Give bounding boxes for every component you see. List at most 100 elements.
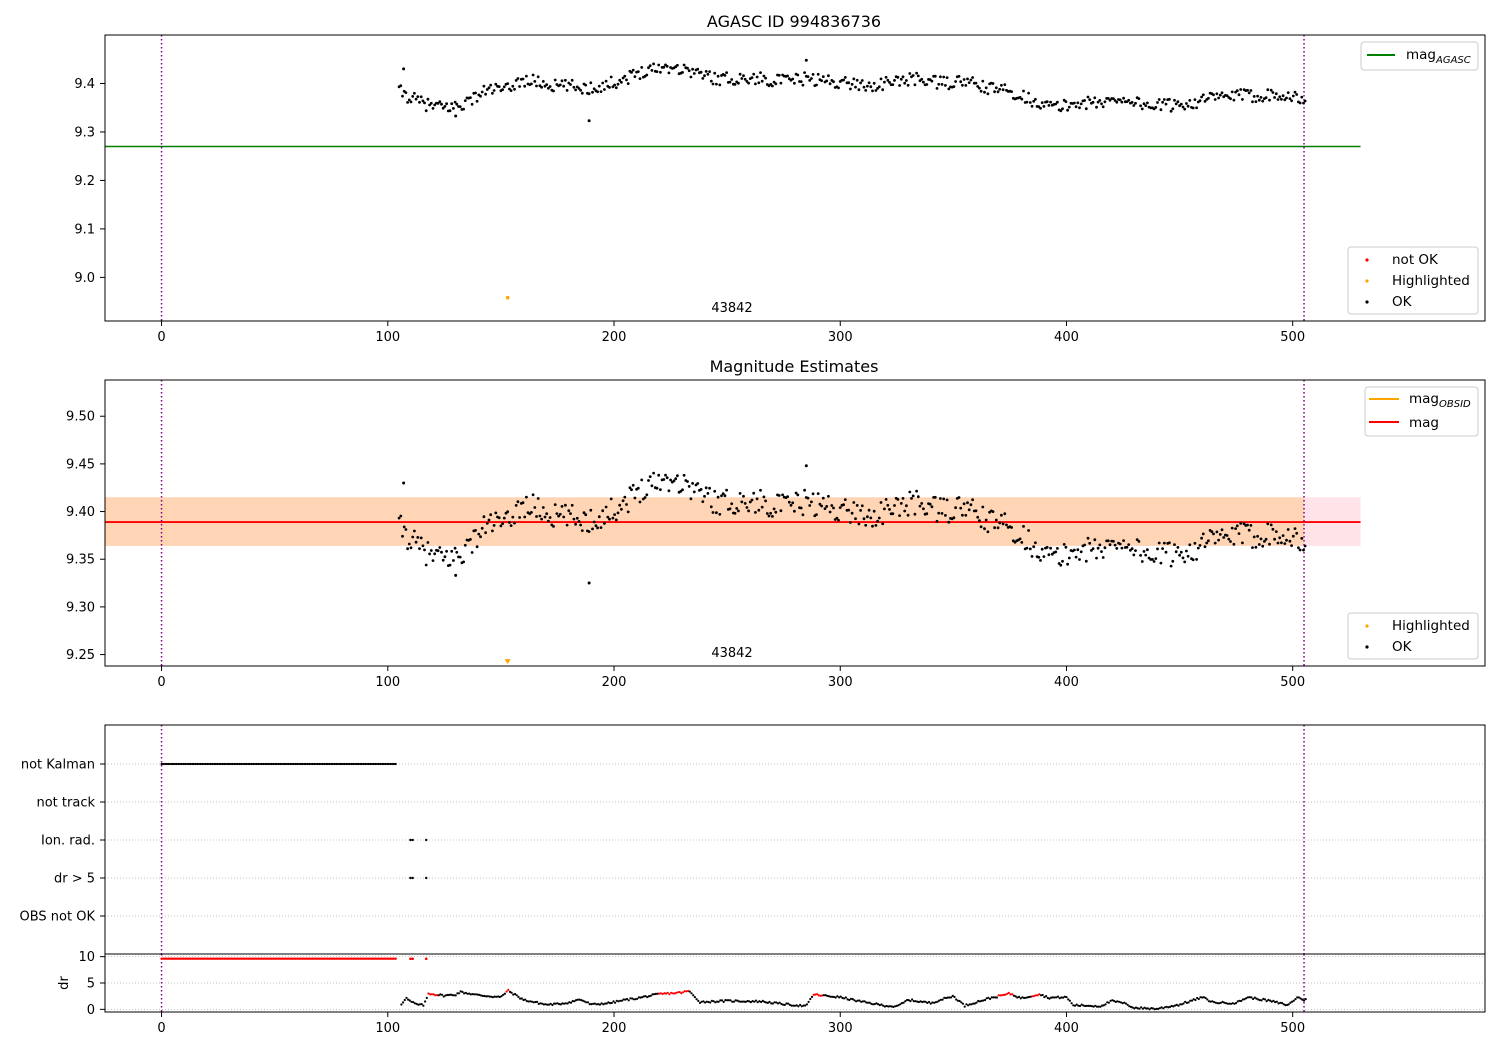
dr-ok-point	[1214, 1001, 1217, 1004]
agasc-ok-point	[570, 78, 574, 82]
dr-ok-point	[890, 1005, 893, 1008]
dr-not-ok-point	[375, 957, 379, 960]
magnitude-ok-point	[594, 524, 598, 528]
dr-not-ok-point	[411, 957, 414, 961]
dr-not-ok-point	[687, 989, 690, 993]
agasc-ok-point	[713, 71, 717, 75]
magnitude-ok-point	[1079, 550, 1083, 554]
agasc-ok-point	[1079, 102, 1083, 106]
dr-ok-point	[1024, 996, 1027, 999]
agasc-ok-point	[1034, 97, 1037, 101]
dr-not-ok-point	[372, 957, 375, 960]
dr-ok-point	[1051, 996, 1054, 999]
dr-not-ok-point	[321, 957, 324, 960]
dr-ok-point	[917, 1000, 921, 1004]
dr-ok-point	[542, 1003, 546, 1006]
agasc-y-tick-label: 9.4	[74, 77, 95, 92]
agasc-ok-point	[820, 79, 823, 82]
agasc-ok-point	[1134, 101, 1137, 105]
magnitude-ok-point	[611, 516, 615, 520]
dr-not-ok-point	[313, 957, 316, 960]
dr-ok-point	[712, 1000, 715, 1003]
dr-ok-point	[688, 990, 691, 993]
magnitude-ok-point	[1291, 534, 1295, 538]
agasc-ok-point	[898, 84, 901, 87]
magnitude-ok-point	[1122, 539, 1125, 542]
dr-ok-point	[1151, 1007, 1155, 1010]
magnitude-ok-point	[1283, 542, 1287, 545]
flag-point	[291, 762, 294, 766]
agasc-x-tick-label: 200	[602, 330, 627, 345]
agasc-ok-point	[502, 85, 506, 89]
dr-not-ok-point	[389, 957, 392, 960]
agasc-ok-point	[850, 82, 854, 86]
dr-ok-point	[641, 996, 644, 999]
magnitude-ok-point	[530, 511, 533, 514]
flag-point	[311, 762, 314, 766]
flag-point	[168, 762, 172, 766]
dr-ok-point	[1055, 996, 1058, 999]
dr-ok-point	[615, 999, 618, 1002]
magnitude-ok-point	[978, 519, 981, 523]
dr-not-ok-point	[355, 957, 358, 960]
dr-ok-point	[586, 1001, 590, 1004]
magnitude-ok-point	[407, 542, 411, 546]
dr-ok-point	[1126, 1003, 1129, 1006]
agasc-ok-point	[611, 85, 615, 89]
dr-ok-point	[495, 995, 498, 998]
magnitude-ok-point	[676, 474, 679, 478]
magnitude-ok-point	[716, 495, 720, 499]
agasc-ok-point	[626, 82, 630, 85]
magnitude-ok-point	[633, 496, 637, 500]
dr-not-ok-point	[658, 992, 661, 995]
magnitude-x-tick-label: 300	[828, 675, 853, 690]
agasc-ok-point	[1142, 102, 1146, 106]
legend-highlighted-label-2: Highlighted	[1392, 618, 1470, 634]
magnitude-ok-point	[1239, 522, 1243, 525]
magnitude-ok-point	[521, 501, 525, 505]
dr-ok-point	[715, 1000, 719, 1003]
magnitude-ok-point	[1127, 543, 1131, 546]
dr-ok-point	[754, 999, 758, 1002]
agasc-ok-point	[485, 88, 489, 91]
magnitude-ok-point	[696, 482, 700, 485]
magnitude-ok-point	[755, 497, 759, 501]
dr-not-ok-point	[304, 957, 307, 960]
flag-point	[172, 762, 175, 766]
agasc-ok-point	[1018, 96, 1022, 99]
magnitude-ok-point	[1186, 554, 1190, 558]
dr-not-ok-point	[167, 957, 170, 960]
agasc-ok-point	[1061, 107, 1064, 111]
dr-not-ok-point	[238, 957, 241, 960]
agasc-ok-point	[647, 66, 650, 70]
magnitude-ok-point	[738, 492, 742, 495]
magnitude-ok-point	[1120, 546, 1124, 550]
flag-point	[177, 762, 180, 766]
dr-not-ok-point	[255, 957, 258, 960]
dr-ok-point	[709, 1001, 712, 1004]
magnitude-ok-point	[1030, 555, 1034, 558]
dr-ok-point	[1170, 1004, 1173, 1008]
magnitude-ok-point	[655, 486, 659, 490]
dr-ok-point	[905, 998, 909, 1002]
dr-not-ok-point	[209, 957, 212, 960]
agasc-ok-point	[692, 72, 696, 75]
flag-point	[360, 762, 363, 766]
magnitude-ok-point	[772, 507, 776, 511]
magnitude-ok-point	[691, 482, 694, 485]
dr-ok-point	[619, 999, 622, 1002]
magnitude-ok-point	[1164, 550, 1168, 554]
magnitude-ok-point	[709, 505, 713, 509]
agasc-ok-point	[808, 79, 812, 82]
magnitude-ok-point	[1169, 564, 1173, 568]
dr-ok-point	[1107, 1001, 1110, 1004]
dr-not-ok-point	[369, 957, 372, 960]
dr-not-ok-point	[296, 957, 299, 960]
dr-ok-point	[1218, 1002, 1221, 1005]
agasc-ok-point	[981, 79, 985, 83]
dr-not-ok-point	[226, 957, 229, 960]
magnitude-ok-point	[599, 526, 603, 529]
agasc-ok-point	[742, 74, 745, 78]
agasc-ok-point	[438, 100, 442, 104]
